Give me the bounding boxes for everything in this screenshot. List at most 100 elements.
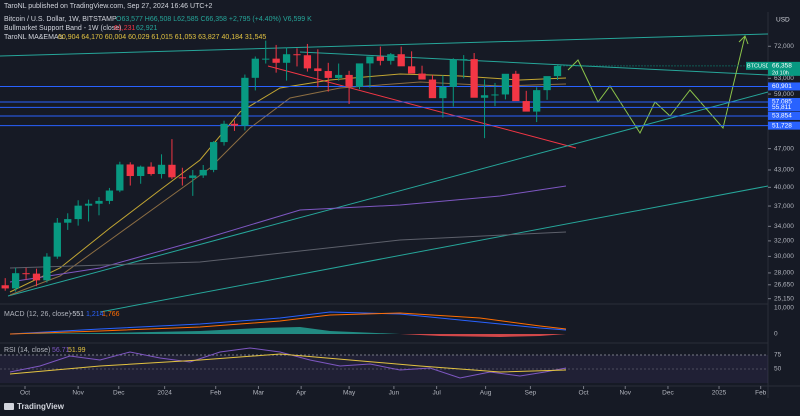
x-tick-label: Nov: [72, 390, 84, 397]
projection-path: [567, 35, 746, 135]
macd-value: 1,766: [102, 311, 120, 318]
y-tick-label: 37,000: [774, 203, 794, 210]
macd-drawing: [9, 311, 567, 337]
candle-body: [126, 164, 134, 177]
candle-body: [209, 142, 218, 170]
price-axis: [768, 0, 800, 400]
x-tick-label: Jun: [389, 390, 400, 397]
level-badge: [768, 103, 800, 112]
candle-body: [501, 73, 510, 95]
candle-body: [376, 56, 384, 61]
symbol-title: Bitcoin / U.S. Dollar, 1W, BITSTAMP: [4, 16, 117, 23]
macd-title: MACD (12, 26, close): [4, 311, 71, 318]
indicator-value: 62,921: [136, 25, 158, 32]
candle-body: [407, 66, 416, 74]
marks: 72,000 63,000 59,000 47,000 43,000 40,000 37,0…: [0, 40, 800, 397]
candle-body: [282, 54, 291, 63]
level-badge: [768, 121, 800, 130]
candle-body: [293, 54, 301, 56]
candle-body: [418, 73, 426, 80]
indicator-value: 60,904 64,170 60,004 60,029 61,015 61,05…: [58, 34, 266, 41]
signal-line: [9, 312, 567, 335]
moving-average: [9, 73, 567, 293]
rsi-axis-label: 50: [774, 366, 782, 373]
candle-body: [303, 55, 312, 69]
candle-body: [11, 273, 20, 289]
x-tick-label: Sep: [525, 390, 537, 397]
level-badge: [768, 111, 800, 120]
macd-histogram: [400, 334, 566, 337]
candle-body: [84, 203, 93, 206]
candle-body: [491, 94, 499, 96]
candle-body: [199, 169, 207, 176]
candle-body: [553, 65, 562, 77]
macd-axis-label: 10,000: [774, 305, 794, 312]
candle-body: [53, 222, 61, 257]
candle-body: [522, 101, 530, 112]
rsi-axis-label: 75: [774, 352, 782, 359]
candle-body: [241, 77, 249, 126]
logo-text: TradingView: [17, 402, 65, 411]
candle-body: [22, 273, 30, 275]
candle-body: [1, 285, 9, 289]
moving-average: [9, 81, 567, 296]
level-badge: [768, 82, 800, 91]
candle-body: [116, 164, 124, 191]
y-tick-label: 63,000: [774, 75, 794, 82]
moving-average: [9, 185, 567, 283]
candle-body: [324, 71, 332, 78]
level-badge: [768, 97, 800, 106]
symbol-label: BTCUSD: [747, 63, 770, 69]
candle-body: [147, 166, 155, 175]
projection-arrow: [738, 35, 749, 45]
currency: USD: [776, 17, 790, 24]
level-label: 53,854: [772, 113, 792, 120]
macd-axis-label: 0: [774, 331, 778, 338]
x-tick-label: Mar: [253, 390, 265, 397]
price-label: 66,358: [772, 63, 792, 70]
candle-body: [335, 74, 343, 78]
trend-line: [299, 51, 769, 76]
level-label: 57,085: [772, 99, 792, 106]
x-tick-label: May: [343, 390, 356, 397]
y-tick-label: 26,650: [774, 282, 794, 289]
candle-body: [178, 177, 187, 179]
candle-body: [470, 59, 478, 98]
macd-line: [9, 311, 567, 335]
price-badge: [768, 61, 800, 76]
x-tick-label: Aug: [480, 390, 492, 397]
y-tick-label: 59,000: [774, 91, 794, 98]
symbol-badge: [746, 61, 768, 70]
rsi-drawing: [0, 347, 768, 383]
indicator-value: 61,231: [114, 25, 136, 32]
candle-body: [262, 58, 270, 60]
drawings: [0, 33, 769, 313]
candle-body: [95, 200, 103, 204]
candle-body: [387, 54, 395, 61]
rsi-value: 56.71: [52, 347, 70, 354]
x-tick-label: Oct: [20, 390, 30, 397]
x-tick-label: Dec: [113, 390, 125, 397]
y-tick-label: 25,150: [774, 295, 794, 302]
rsi-value: 51.99: [68, 347, 86, 354]
candle-body: [137, 166, 145, 177]
countdown-label: 2d 10h: [772, 70, 789, 76]
candle-body: [345, 74, 353, 87]
candle-body: [314, 68, 322, 72]
moving-average: [9, 231, 567, 269]
indicator-name: Bullmarket Support Band - 1W (close): [4, 25, 122, 32]
level-label: 51,728: [772, 122, 792, 129]
x-tick-label: Feb: [210, 390, 222, 397]
candle-body: [543, 76, 551, 91]
candle-body: [32, 273, 41, 281]
y-tick-label: 72,000: [774, 43, 794, 50]
publisher: TaroNL published on TradingView.com, Sep…: [4, 3, 212, 10]
macd-histogram: [10, 327, 400, 334]
candle-body: [397, 54, 405, 67]
candle-body: [449, 59, 457, 87]
x-tick-label: Oct: [578, 390, 588, 397]
candle-body: [157, 164, 166, 175]
candle-body: [512, 73, 520, 102]
